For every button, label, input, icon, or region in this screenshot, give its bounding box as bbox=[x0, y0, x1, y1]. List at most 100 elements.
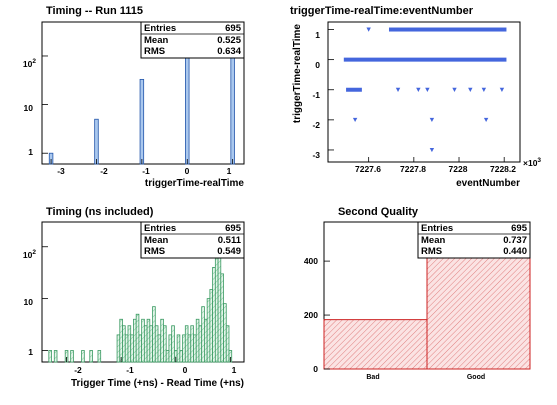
panel1-title: Timing -- Run 1115 bbox=[46, 5, 143, 17]
panel1-stats-rms-label: RMS bbox=[144, 46, 165, 57]
panel3-bar-42 bbox=[212, 266, 216, 363]
panel3-bar-20 bbox=[152, 306, 156, 363]
panel2-ytick-0: 0 bbox=[315, 60, 320, 70]
panel3-bar-33 bbox=[187, 334, 192, 363]
panel3-bar-16 bbox=[141, 318, 145, 363]
panel3-bar-31 bbox=[182, 334, 186, 363]
panel3-bar-39 bbox=[204, 318, 208, 363]
panel3-bar-45 bbox=[220, 273, 224, 363]
panel3-stats-rms-value: 0.549 bbox=[217, 246, 241, 257]
panel3-stats-rms-label: RMS bbox=[144, 246, 165, 257]
panel4-bar-bad bbox=[323, 319, 428, 370]
panel3-bar-37 bbox=[198, 325, 203, 363]
panel2-point-10 bbox=[499, 87, 505, 92]
panel3-bar-14 bbox=[135, 313, 140, 363]
panel3-bar-0 bbox=[48, 350, 52, 363]
panel1-ytick-10: 10 bbox=[24, 103, 34, 113]
panel3-bar-38 bbox=[201, 306, 205, 363]
panel2-x-exponent: ×103 bbox=[523, 157, 541, 168]
panel2-ticks bbox=[328, 29, 505, 162]
panel2-ytick-m2: -2 bbox=[312, 120, 320, 130]
panel3-bar-40 bbox=[206, 298, 211, 363]
panel3-ytick-100: 102 bbox=[23, 249, 36, 260]
panel3-bar-34 bbox=[190, 325, 194, 363]
panel3-bar-23 bbox=[160, 318, 164, 363]
panel3-bar-18 bbox=[146, 318, 151, 363]
panel2-point-7 bbox=[468, 87, 473, 92]
panel3-bar-3 bbox=[70, 350, 74, 363]
panel3-bar-1 bbox=[53, 350, 58, 363]
panel2-ytick-1: 1 bbox=[315, 30, 320, 40]
panel3-bar-10 bbox=[124, 334, 129, 363]
panel3-bar-7 bbox=[116, 334, 121, 363]
panel2-xtick-7227-8: 7227.8 bbox=[400, 164, 426, 174]
panel3-xtick-0: 0 bbox=[183, 365, 188, 375]
panel3-bar-22 bbox=[157, 334, 162, 363]
panel4-category-bad: Bad bbox=[366, 374, 379, 381]
panel2-band-2 bbox=[346, 87, 362, 92]
panel3-bar-9 bbox=[122, 325, 126, 363]
panel2-ylabel: triggerTime-realTime bbox=[292, 24, 303, 124]
panel4-title: Second Quality bbox=[338, 206, 419, 218]
panel2-title: triggerTime-realTime:eventNumber bbox=[290, 5, 474, 17]
panel3-bar-35 bbox=[193, 334, 197, 363]
panel3-bars bbox=[48, 230, 233, 363]
panel3-bar-17 bbox=[143, 325, 148, 363]
panel2-xtick-7228-2: 7228.2 bbox=[490, 164, 516, 174]
panel2-point-3 bbox=[416, 87, 421, 92]
panel3-stats-box: Entries 695 Mean 0.511 RMS 0.549 bbox=[140, 221, 245, 259]
panel3-title: Timing (ns included) bbox=[46, 206, 154, 218]
panel3-bar-32 bbox=[184, 325, 189, 363]
panel1-stats-entries-label: Entries bbox=[144, 23, 176, 34]
panel1-xlabel: triggerTime-realTime bbox=[145, 178, 245, 189]
panel3-bar-36 bbox=[195, 318, 200, 363]
panel3-stats-mean-label: Mean bbox=[144, 235, 168, 246]
panel3-bar-41 bbox=[209, 289, 214, 363]
panel4-ytick-200: 200 bbox=[304, 310, 318, 320]
panel3-bar-24 bbox=[163, 325, 167, 363]
panel3-bar-27 bbox=[171, 325, 175, 363]
panel-scatter: triggerTime-realTime:eventNumber 1 0 -1 … bbox=[290, 5, 541, 189]
panel4-ytick-400: 400 bbox=[304, 256, 318, 266]
panel4-stats-mean-value: 0.737 bbox=[503, 235, 527, 246]
panel2-frame bbox=[327, 21, 521, 163]
panel1-xtick-0: 0 bbox=[185, 166, 190, 176]
panel3-xtick-m1: -1 bbox=[126, 365, 134, 375]
panel3-xtick-m2: -2 bbox=[74, 365, 82, 375]
panel1-xtick-1: 1 bbox=[227, 166, 232, 176]
panel2-xtick-7227-6: 7227.6 bbox=[355, 164, 381, 174]
panel3-bar-15 bbox=[138, 334, 143, 363]
panel2-marks bbox=[343, 27, 507, 153]
panel2-point-0 bbox=[352, 117, 358, 123]
panel3-bar-8 bbox=[119, 318, 123, 363]
panel3-bar-46 bbox=[223, 303, 227, 363]
panel3-stats-entries-label: Entries bbox=[144, 223, 176, 234]
panel1-ytick-100: 102 bbox=[23, 58, 36, 69]
panel2-point-8 bbox=[481, 87, 487, 92]
panel3-xlabel: Trigger Time (+ns) - Read Time (+ns) bbox=[71, 378, 244, 389]
panel3-bar-4 bbox=[81, 350, 85, 363]
panel2-xlabel: eventNumber bbox=[456, 178, 520, 189]
panel1-ytick-1: 1 bbox=[28, 147, 33, 157]
panel3-bar-19 bbox=[149, 325, 153, 363]
panel1-bar-1 bbox=[94, 118, 99, 165]
panel3-bar-47 bbox=[225, 325, 230, 363]
panel3-bar-26 bbox=[168, 334, 173, 363]
panel-second-quality: Second Quality 0 200 400 Bad Good Entrie… bbox=[304, 206, 531, 381]
panel2-xtick-7228: 7228 bbox=[449, 164, 468, 174]
panel3-stats-mean-value: 0.511 bbox=[218, 235, 242, 246]
panel1-stats-mean-label: Mean bbox=[144, 35, 168, 46]
panel1-stats-box: Entries 695 Mean 0.525 RMS 0.634 bbox=[140, 21, 245, 59]
panel3-bar-29 bbox=[176, 334, 181, 363]
panel3-stats-entries-value: 695 bbox=[225, 223, 242, 234]
panel4-ticks bbox=[324, 260, 330, 370]
panel4-stats-box: Entries 695 Mean 0.737 RMS 0.440 bbox=[417, 221, 531, 259]
panel3-bar-13 bbox=[133, 318, 137, 363]
panel3-bar-11 bbox=[127, 325, 132, 363]
panel2-band-1 bbox=[343, 57, 507, 62]
panel2-ytick-m1: -1 bbox=[312, 90, 320, 100]
panel-timing-run: Timing -- Run 1115 1 10 102 -3 -2 -1 0 1… bbox=[23, 5, 245, 189]
panel4-stats-rms-label: RMS bbox=[421, 246, 442, 257]
panel2-point-5 bbox=[429, 117, 435, 123]
